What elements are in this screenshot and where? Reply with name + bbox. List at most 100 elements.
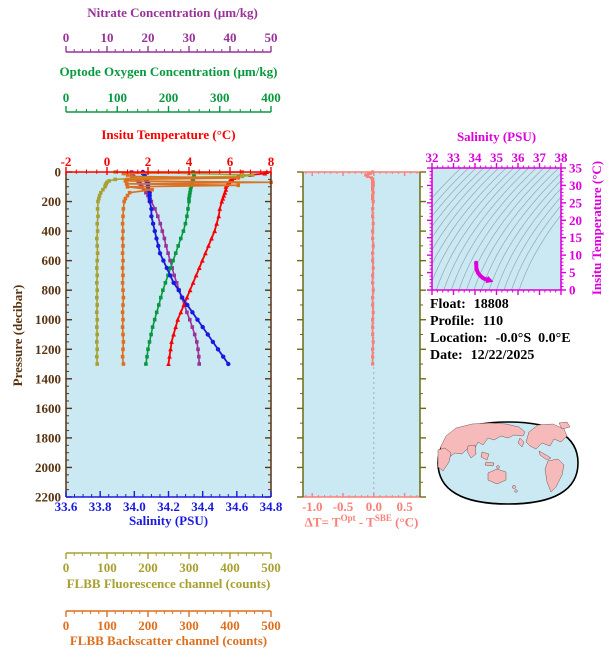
region-japan: [517, 437, 525, 448]
svg-text:15: 15: [569, 230, 583, 245]
svg-text:25: 25: [569, 195, 583, 210]
pressure-axis-title: Pressure (decibar): [10, 284, 25, 387]
svg-text:10: 10: [101, 30, 114, 45]
svg-text:0: 0: [63, 30, 70, 45]
profile-number-value: 110: [482, 314, 504, 329]
svg-text:400: 400: [261, 90, 281, 105]
svg-text:-1.0: -1.0: [302, 499, 323, 514]
ts-diagram: 32 33 34 35 36 37 38 0 5 10 15 20 25 30 35: [426, 150, 583, 298]
region-central-america: [538, 450, 552, 461]
region-southeast-asia: [480, 451, 490, 461]
float-id-value: 18808: [473, 297, 509, 312]
backscatter-axis: 0 100 200 300 400 500: [63, 610, 281, 633]
location-label: Location:: [430, 331, 488, 346]
nitrate-axis: 0 10 20 30 40 50: [63, 30, 278, 53]
svg-text:200: 200: [138, 618, 158, 633]
ts-axis-top: 32 33 34 35 36 37 38: [426, 150, 569, 169]
svg-text:4: 4: [186, 154, 193, 169]
svg-text:-2: -2: [61, 154, 72, 169]
isopycnal-contours: [432, 168, 561, 290]
island-new-zealand-south: [514, 489, 518, 493]
float-info-panel: Float: 18808 Profile: 110 Location: -0.0°S …: [430, 296, 571, 364]
svg-text:30: 30: [569, 178, 582, 193]
profile-number-line: Profile: 110: [430, 313, 571, 330]
svg-text:300: 300: [179, 560, 199, 575]
svg-text:32: 32: [426, 150, 439, 165]
continent-eurasia: [439, 422, 526, 459]
svg-text:100: 100: [108, 90, 128, 105]
ts-salinity-axis-title: Salinity (PSU): [456, 129, 537, 144]
svg-text:1400: 1400: [35, 371, 61, 386]
delta-t-title-mid: - T: [355, 514, 375, 530]
svg-text:38: 38: [555, 150, 569, 165]
delta-t-axis-top: [303, 171, 420, 176]
svg-text:400: 400: [220, 618, 240, 633]
svg-text:8: 8: [268, 154, 275, 169]
svg-text:500: 500: [261, 618, 281, 633]
location-line: Location: -0.0°S 0.0°E: [430, 330, 571, 347]
svg-text:100: 100: [97, 560, 117, 575]
fluorescence-axis-title: FLBB Fluorescence channel (counts): [66, 576, 271, 591]
oxygen-axis-title: Optode Oxygen Concentration (μm/kg): [59, 64, 278, 79]
delta-t-panel: -1.0 -0.5 0.0 0.5: [297, 170, 426, 514]
delta-t-title-prefix: ΔT= T: [304, 514, 341, 530]
ts-axes: 32 33 34 35 36 37 38 0 5 10 15 20 25 30 35: [426, 150, 583, 298]
svg-text:35: 35: [490, 150, 504, 165]
svg-text:33.8: 33.8: [89, 499, 112, 514]
svg-text:2000: 2000: [35, 460, 61, 475]
svg-text:200: 200: [138, 560, 158, 575]
svg-text:34.8: 34.8: [260, 499, 283, 514]
svg-text:50: 50: [265, 30, 278, 45]
svg-text:-0.5: -0.5: [333, 499, 354, 514]
nitrate-axis-title: Nitrate Concentration (μm/kg): [87, 5, 258, 20]
svg-text:33.6: 33.6: [55, 499, 78, 514]
continent-africa: [437, 447, 452, 472]
svg-text:30: 30: [183, 30, 196, 45]
svg-text:5: 5: [569, 265, 576, 280]
float-id-line: Float: 18808: [430, 296, 571, 313]
salinity-axis: 33.6 33.8 34.0 34.2 34.4 34.6 34.8: [55, 491, 283, 514]
date-line: Date: 12/22/2025: [430, 347, 571, 364]
island-borneo: [496, 465, 500, 469]
delta-t-title-sup-opt: Opt: [340, 513, 356, 523]
svg-text:200: 200: [159, 90, 179, 105]
svg-text:0: 0: [63, 618, 70, 633]
location-value: -0.0°S 0.0°E: [495, 331, 571, 346]
ts-axis-bottom: [431, 289, 562, 295]
delta-t-title-sup-sbe: SBE: [374, 513, 392, 523]
svg-text:34.4: 34.4: [191, 499, 214, 514]
world-map: [437, 421, 579, 505]
date-label: Date:: [430, 348, 463, 363]
svg-text:400: 400: [220, 560, 240, 575]
svg-text:40: 40: [224, 30, 237, 45]
svg-text:0: 0: [63, 90, 70, 105]
continent-australia: [487, 468, 507, 485]
svg-text:34.0: 34.0: [123, 499, 146, 514]
date-value: 12/22/2025: [470, 348, 535, 363]
delta-t-yaxis-left: [297, 171, 304, 498]
svg-text:0.0: 0.0: [366, 499, 382, 514]
svg-text:34: 34: [469, 150, 483, 165]
fluorescence-axis: 0 100 200 300 400 500: [63, 552, 281, 575]
delta-t-title-suffix: (°C): [391, 514, 419, 530]
svg-text:1000: 1000: [35, 312, 61, 327]
delta-t-yaxis-right: [419, 171, 426, 498]
temperature-axis-title: Insitu Temperature (°C): [101, 127, 236, 142]
svg-text:100: 100: [97, 618, 117, 633]
svg-text:0.5: 0.5: [396, 499, 413, 514]
svg-text:6: 6: [227, 154, 234, 169]
oxygen-axis: 0 100 200 300 400: [63, 90, 281, 113]
svg-text:0: 0: [104, 154, 111, 169]
continent-north-america: [525, 423, 568, 450]
continent-south-america: [544, 458, 565, 493]
svg-text:200: 200: [42, 194, 62, 209]
pressure-axis-left: 0 200 400 600 800 1000 1200 1400 1600 1800 2000 220…: [35, 165, 72, 505]
ts-float-track: [474, 260, 494, 284]
pressure-axis-right: [265, 171, 272, 498]
profile-number-label: Profile:: [430, 314, 475, 329]
svg-text:0: 0: [55, 165, 62, 180]
svg-text:2200: 2200: [35, 490, 61, 505]
svg-text:400: 400: [42, 224, 62, 239]
